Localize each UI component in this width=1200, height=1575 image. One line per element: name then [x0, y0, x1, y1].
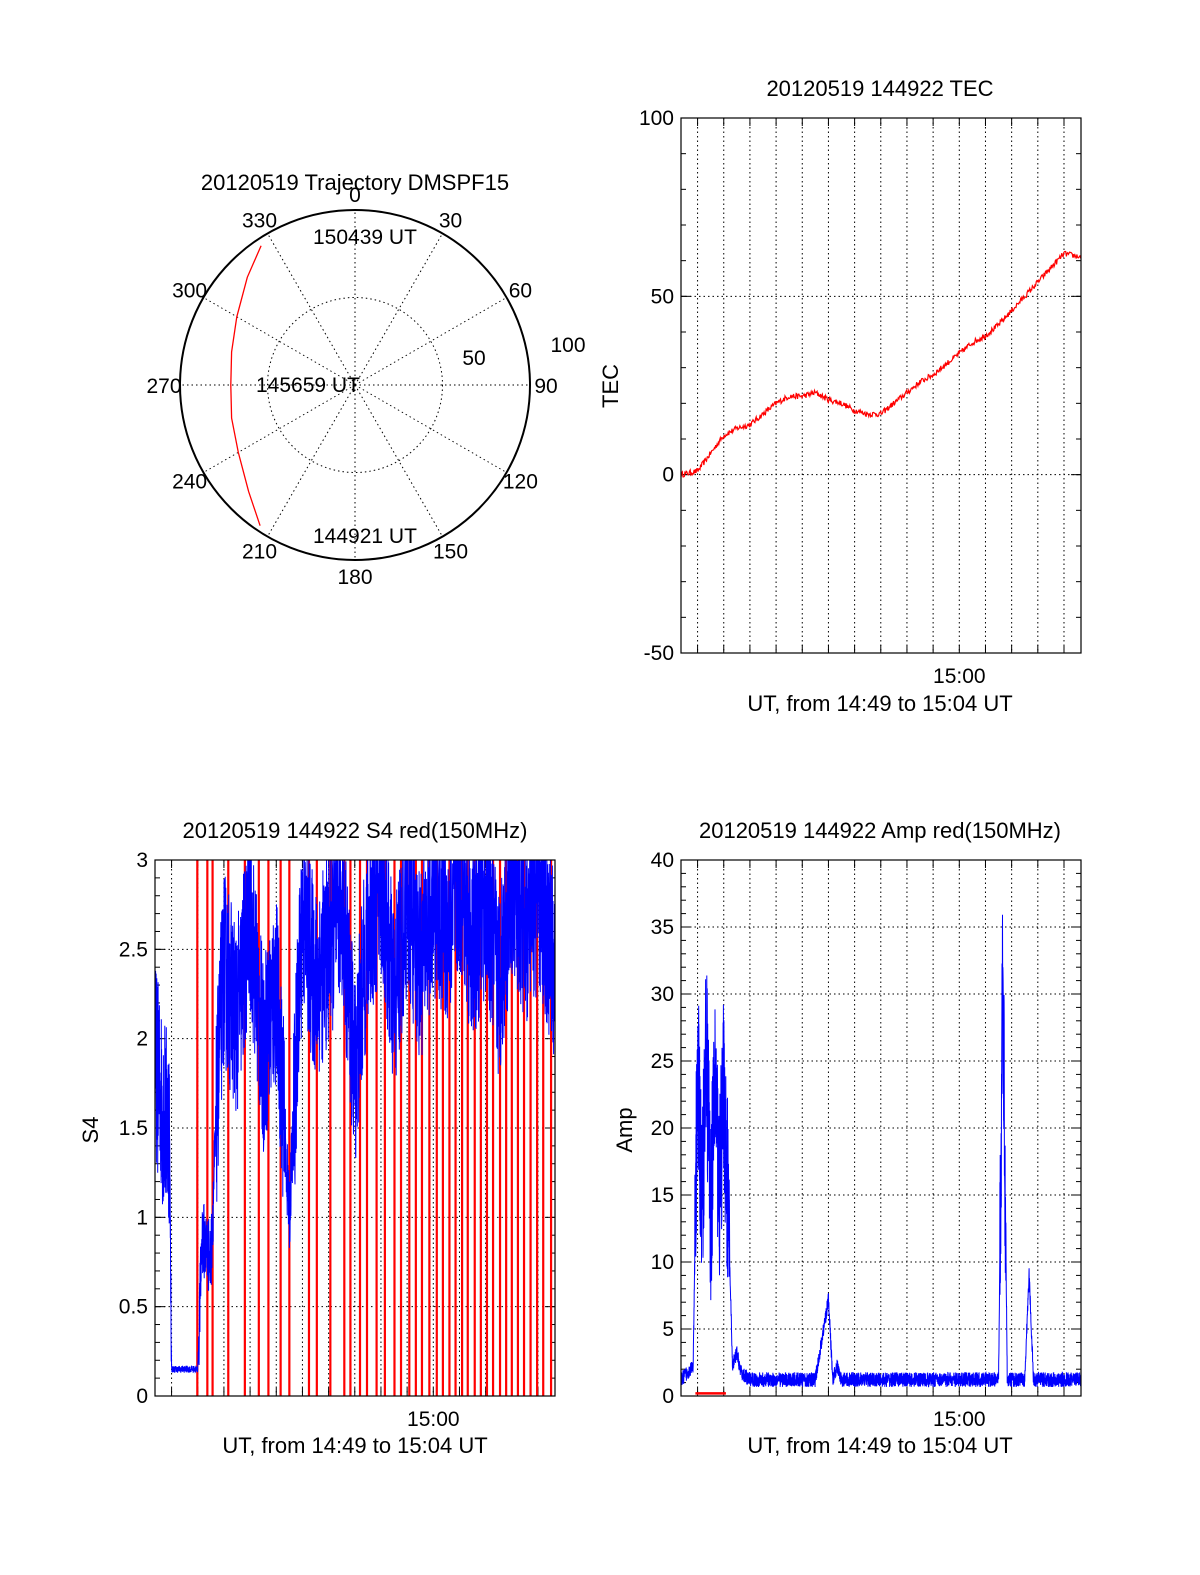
s4-ylabel: S4 [78, 1117, 103, 1144]
radial-tick-100: 100 [550, 334, 585, 357]
polar-center-label: 145659 UT [256, 374, 360, 397]
y-tick-label: 35 [651, 916, 674, 939]
radial-tick-50: 50 [462, 347, 485, 370]
tec-ylabel: TEC [598, 364, 623, 408]
y-tick-label: 25 [651, 1050, 674, 1073]
polar-trajectory-series [230, 245, 262, 526]
amp-blue-series [680, 914, 1082, 1388]
polar-start-label: 144921 UT [313, 525, 417, 548]
amp-ylabel: Amp [612, 1107, 637, 1152]
polar-angle-label: 300 [172, 280, 207, 303]
y-tick-label: 20 [651, 1117, 674, 1140]
polar-angle-label: 210 [242, 540, 277, 563]
polar-angle-label: 60 [509, 280, 532, 303]
y-tick-label: 0.5 [119, 1296, 148, 1319]
polar-angle-label: 150 [433, 540, 468, 563]
s4-blue-series [154, 859, 556, 1374]
tec-xlabel: UT, from 14:49 to 15:04 UT [747, 691, 1012, 716]
tec-frame [680, 117, 1082, 654]
polar-angle-label: 30 [439, 210, 462, 233]
polar-outer-circle [179, 209, 531, 561]
x-tick-label: 15:00 [933, 1408, 986, 1431]
y-tick-label: 30 [651, 983, 674, 1006]
polar-trajectory-line [230, 245, 262, 526]
y-tick-label: 100 [639, 107, 674, 130]
y-tick-label: 0 [662, 464, 674, 487]
polar-ring-50 [267, 297, 443, 473]
polar-spoke-210 [267, 384, 356, 537]
tec-series-line [680, 250, 1082, 478]
polar-spoke-60 [354, 297, 507, 386]
polar-spoke-30 [354, 233, 443, 386]
tec-plot-area: 100 50 0 -50 15:00 [639, 107, 1082, 688]
y-tick-label: 5 [662, 1318, 674, 1341]
amp-xlabel: UT, from 14:49 to 15:04 UT [747, 1433, 1012, 1458]
y-tick-label: 3 [136, 849, 148, 872]
polar-angle-label: 330 [242, 210, 277, 233]
s4-panel: 20120519 144922 S4 red(150MHz) 3 2.5 2 1.5 1… [78, 818, 556, 1458]
polar-angle-label: 270 [146, 375, 181, 398]
grid-lines [681, 117, 1081, 654]
grid-lines [681, 859, 1081, 1397]
y-tick-label: 2 [136, 1028, 148, 1051]
polar-angle-label: 180 [337, 566, 372, 589]
polar-angle-label: 240 [172, 471, 207, 494]
y-tick-label: 1 [136, 1206, 148, 1229]
y-tick-label: 50 [651, 285, 674, 308]
s4-plot-area: 3 2.5 2 1.5 1 0.5 0 15:00 [119, 849, 556, 1431]
y-tick-label: 40 [651, 849, 674, 872]
y-tick-label: 2.5 [119, 938, 148, 961]
tec-title: 20120519 144922 TEC [766, 76, 993, 101]
polar-title: 20120519 Trajectory DMSPF15 [201, 170, 509, 195]
amp-title: 20120519 144922 Amp red(150MHz) [699, 818, 1061, 843]
y-tick-label: 10 [651, 1251, 674, 1274]
x-tick-label: 15:00 [933, 665, 986, 688]
polar-spoke-240 [203, 384, 356, 473]
y-tick-label: -50 [644, 642, 674, 665]
amp-panel: 20120519 144922 Amp red(150MHz) 40 35 30 25… [612, 818, 1082, 1458]
s4-title: 20120519 144922 S4 red(150MHz) [183, 818, 528, 843]
amp-plot-area: 40 35 30 25 20 15 10 5 0 15:00 [651, 849, 1082, 1431]
y-tick-label: 0 [662, 1385, 674, 1408]
polar-trajectory-panel: 20120519 Trajectory DMSPF15 0 30 60 90 120 15… [146, 170, 585, 589]
s4-frame [154, 859, 556, 1397]
s4-xlabel: UT, from 14:49 to 15:04 UT [222, 1433, 487, 1458]
amp-frame [680, 859, 1082, 1397]
x-tick-label: 15:00 [407, 1408, 460, 1431]
polar-angle-label: 120 [503, 471, 538, 494]
y-tick-label: 1.5 [119, 1117, 148, 1140]
y-tick-label: 15 [651, 1184, 674, 1207]
polar-grid [179, 209, 531, 561]
polar-angle-label: 90 [534, 375, 557, 398]
tec-panel: 20120519 144922 TEC 100 50 0 -50 15:00 TEC U… [598, 76, 1082, 716]
polar-angle-labels: 0 30 60 90 120 150 180 210 240 270 300 330 [146, 184, 557, 589]
polar-angle-label: 0 [349, 184, 361, 207]
y-tick-label: 0 [136, 1385, 148, 1408]
polar-end-label: 150439 UT [313, 226, 417, 249]
